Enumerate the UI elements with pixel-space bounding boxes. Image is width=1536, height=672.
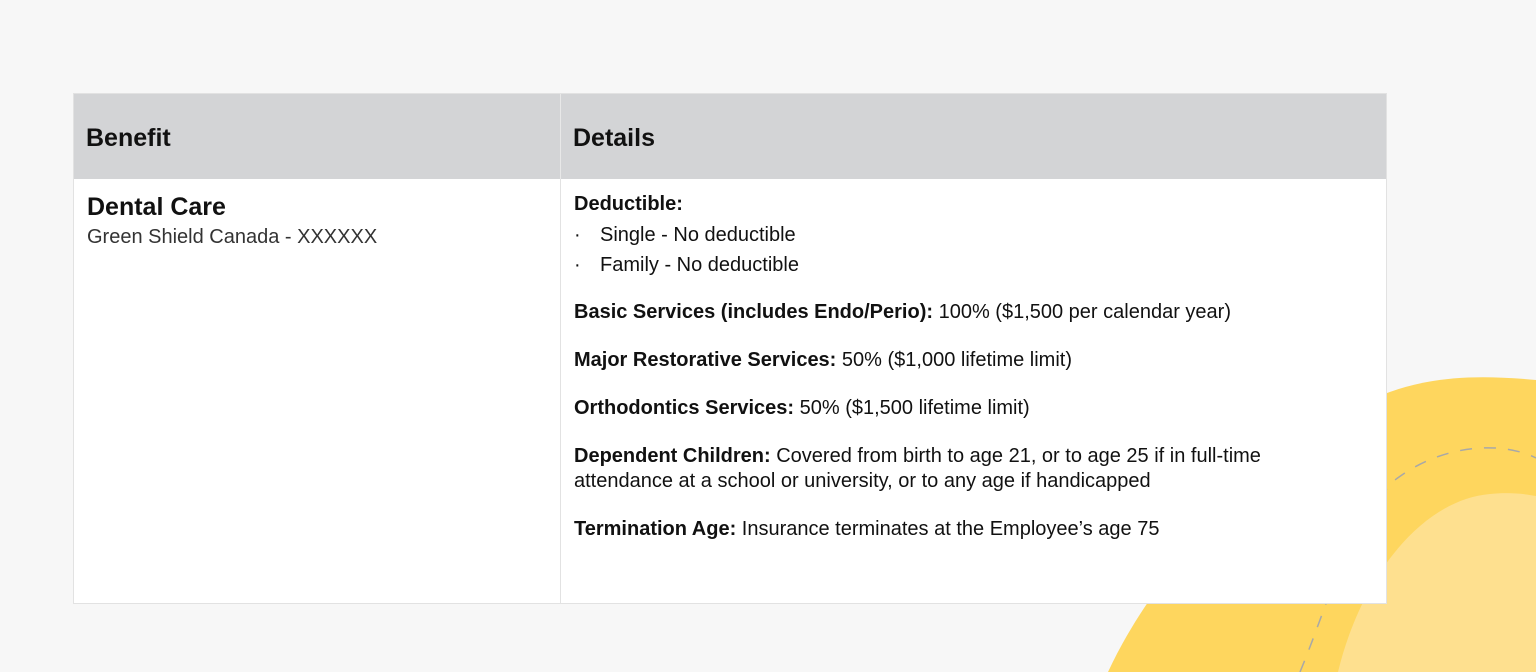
detail-label: Basic Services (includes Endo/Perio): xyxy=(574,301,934,323)
detail-label: Major Restorative Services: xyxy=(574,349,837,371)
benefit-cell: Dental Care Green Shield Canada - XXXXXX xyxy=(74,179,561,603)
list-item-text: Single - No deductible xyxy=(600,224,796,246)
header-benefit: Benefit xyxy=(74,94,561,179)
detail-value: 50% ($1,500 lifetime limit) xyxy=(799,397,1030,419)
detail-dependent-children: Dependent Children: Covered from birth t… xyxy=(574,444,1294,494)
table-row: Dental Care Green Shield Canada - XXXXXX… xyxy=(74,179,1386,603)
details-cell: Deductible: · Single - No deductible · Fam… xyxy=(561,179,1361,603)
table-header: Benefit Details xyxy=(74,94,1386,179)
dashed-arc xyxy=(1299,447,1536,672)
detail-label: Termination Age: xyxy=(574,518,737,540)
detail-value: Covered from birth to age 21, or to age … xyxy=(574,445,1261,492)
list-item-text: Family - No deductible xyxy=(600,254,799,276)
detail-basic-services: Basic Services (includes Endo/Perio): 10… xyxy=(574,300,1361,325)
benefit-name: Dental Care xyxy=(87,193,226,221)
deductible-label: Deductible: xyxy=(574,193,683,215)
benefit-provider: Green Shield Canada - XXXXXX xyxy=(87,226,378,248)
benefit-table: Benefit Details Dental Care Green Shield… xyxy=(73,93,1387,604)
detail-value: 100% ($1,500 per calendar year) xyxy=(938,301,1231,323)
header-details: Details xyxy=(573,124,655,152)
list-item: · Family - No deductible xyxy=(574,254,1361,277)
detail-value: Insurance terminates at the Employee’s a… xyxy=(741,518,1160,540)
detail-value: 50% ($1,000 lifetime limit) xyxy=(841,349,1072,371)
detail-label: Dependent Children: xyxy=(574,445,771,467)
light-yellow-blob xyxy=(1338,493,1536,672)
list-item: · Single - No deductible xyxy=(574,224,1361,247)
bullet-icon: · xyxy=(574,254,581,276)
detail-termination-age: Termination Age: Insurance terminates at… xyxy=(574,517,1361,542)
detail-major-restorative: Major Restorative Services: 50% ($1,000 … xyxy=(574,348,1361,373)
detail-label: Orthodontics Services: xyxy=(574,397,795,419)
bullet-icon: · xyxy=(574,224,581,246)
detail-orthodontics: Orthodontics Services: 50% ($1,500 lifet… xyxy=(574,396,1361,421)
